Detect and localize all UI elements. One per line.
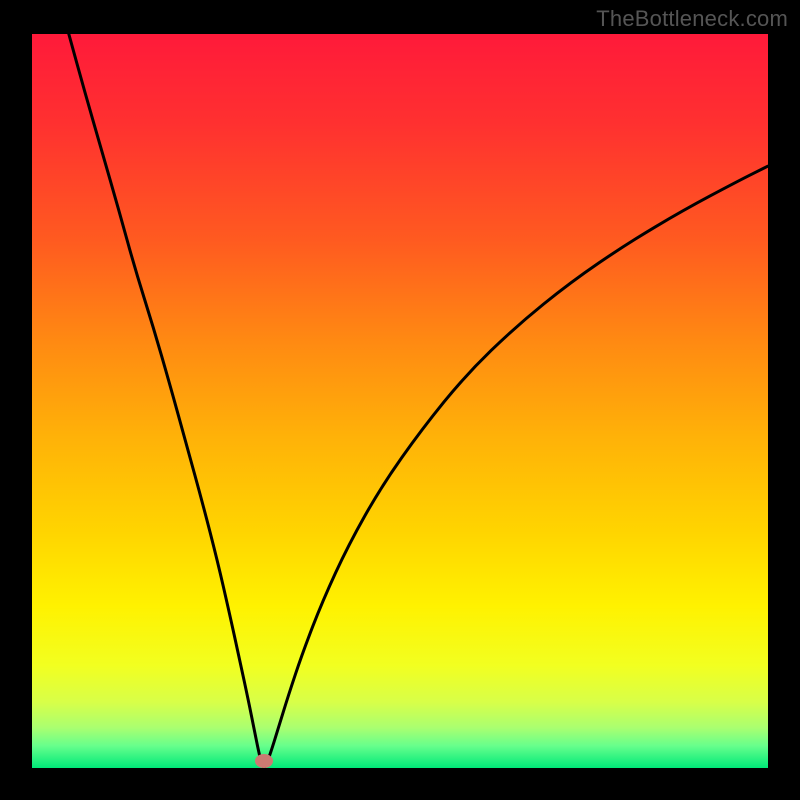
plot-area xyxy=(32,34,768,768)
minimum-marker xyxy=(255,754,273,768)
curve-path xyxy=(69,34,768,767)
watermark-text: TheBottleneck.com xyxy=(596,6,788,32)
bottleneck-curve xyxy=(32,34,768,768)
plot-frame xyxy=(32,34,768,768)
